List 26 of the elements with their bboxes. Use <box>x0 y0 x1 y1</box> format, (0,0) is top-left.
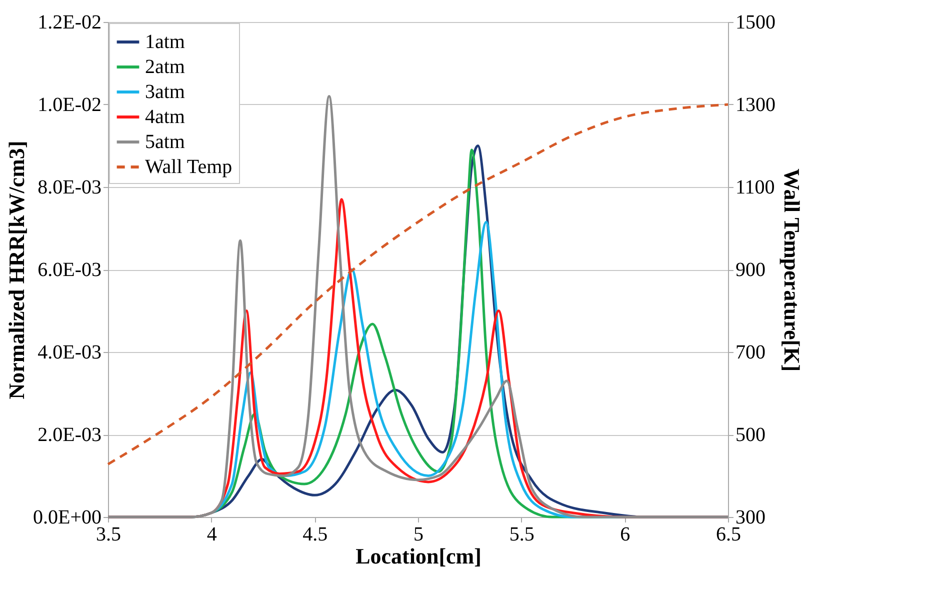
y-tick-label: 4.0E-03 <box>38 342 102 364</box>
x-axis-title: Location[cm] <box>356 544 482 568</box>
y2-tick-label: 700 <box>736 342 766 364</box>
y2-tick-label: 900 <box>736 259 766 281</box>
y-tick-label: 2.0E-03 <box>38 424 102 446</box>
y-tick-label: 1.2E-02 <box>38 12 102 34</box>
y-axis-title: Normalized HRR[kW/cm3] <box>4 140 30 400</box>
x-tick-label: 6 <box>620 524 630 546</box>
legend-label: 4atm <box>145 106 186 128</box>
y-tick-label: 8.0E-03 <box>38 176 102 198</box>
y2-tick-label: 500 <box>736 424 766 446</box>
x-tick-label: 4.5 <box>302 524 328 546</box>
x-tick-label: 5.5 <box>509 524 534 546</box>
legend-label: 5atm <box>145 131 186 153</box>
legend-label: Wall Temp <box>145 156 232 178</box>
x-tick-label: 5 <box>414 524 424 546</box>
y-tick-label: 1.0E-02 <box>38 94 102 116</box>
y2-tick-label: 1100 <box>736 176 775 198</box>
y-tick-label: 6.0E-03 <box>38 259 102 281</box>
y2-tick-label: 1300 <box>736 94 776 116</box>
y2-tick-label: 1500 <box>736 12 776 34</box>
legend-label: 1atm <box>145 31 186 53</box>
legend-label: 2atm <box>145 56 186 78</box>
y2-axis-title: Wall Temperature[K] <box>780 168 804 372</box>
x-tick-label: 4 <box>206 524 217 546</box>
legend-label: 3atm <box>145 81 186 103</box>
